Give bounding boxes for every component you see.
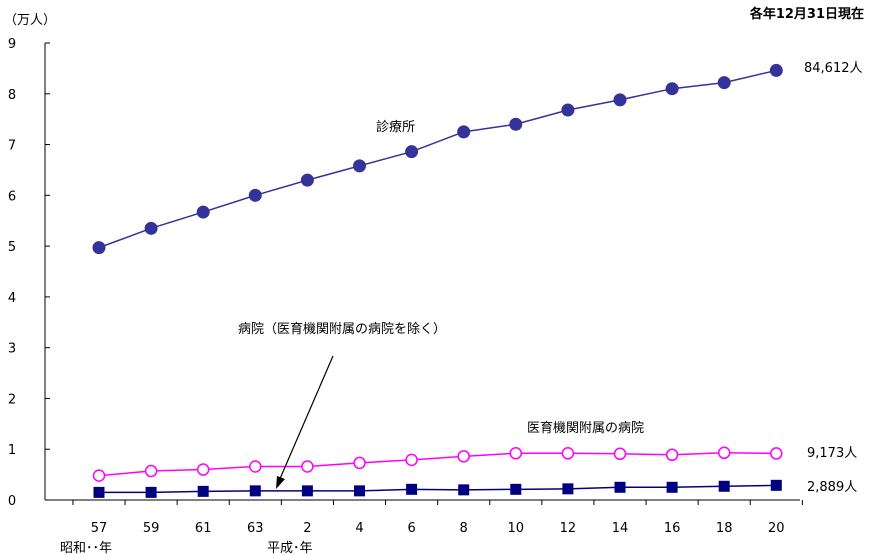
- x-label-showa: 昭和･･年: [60, 541, 112, 555]
- series-0: [92, 63, 783, 255]
- x-tick-label: 20: [768, 521, 785, 536]
- data-point: [353, 159, 366, 173]
- annotation-arrow-line: [278, 355, 334, 482]
- data-point: [92, 469, 106, 482]
- annotation-arrow-head: [276, 476, 285, 489]
- series-layer: [92, 63, 783, 498]
- date-note: 各年12月31日現在: [749, 6, 864, 22]
- data-point: [197, 485, 209, 497]
- data-point: [561, 447, 575, 460]
- data-point: [405, 453, 418, 467]
- y-tick-label: 4: [8, 291, 16, 306]
- y-tick-label: 1: [8, 443, 16, 458]
- data-point: [144, 221, 158, 235]
- x-tick-label: 59: [143, 521, 160, 536]
- data-point: [510, 483, 522, 495]
- y-unit-label: （万人）: [4, 13, 56, 28]
- end-label-medical-school-hospital: 9,173人: [807, 446, 857, 461]
- y-tick-label: 9: [8, 37, 16, 52]
- x-tick-label: 12: [560, 521, 577, 536]
- data-point: [249, 460, 262, 473]
- data-point: [249, 485, 261, 497]
- data-point: [248, 188, 262, 202]
- data-point: [457, 450, 470, 463]
- data-point: [665, 82, 679, 96]
- data-point: [561, 103, 575, 117]
- series-2: [93, 479, 782, 498]
- data-point: [613, 93, 627, 107]
- x-tick-label: 63: [247, 521, 264, 536]
- x-tick-label: 2: [303, 521, 311, 536]
- data-point: [196, 205, 210, 219]
- x-tick-label: 14: [612, 521, 629, 536]
- y-tick-label: 7: [8, 139, 16, 154]
- data-point: [405, 145, 419, 159]
- data-point: [300, 173, 314, 187]
- data-point: [666, 481, 678, 493]
- data-point: [196, 463, 210, 476]
- data-point: [353, 456, 366, 470]
- data-point: [354, 485, 365, 497]
- y-tick-label: 3: [8, 342, 16, 357]
- data-point: [718, 480, 730, 492]
- data-point: [93, 486, 105, 498]
- x-tick-label: 4: [355, 521, 363, 536]
- data-point: [301, 485, 313, 497]
- data-point: [509, 447, 523, 460]
- data-point: [406, 483, 418, 495]
- data-point: [614, 481, 626, 493]
- series-label-clinic: 診療所: [376, 119, 415, 135]
- y-tick-label: 5: [8, 240, 16, 255]
- series-line: [98, 69, 777, 249]
- data-point: [301, 460, 314, 473]
- y-tick-label: 2: [8, 392, 16, 407]
- data-point: [509, 117, 523, 131]
- x-label-heisei: 平成･年: [267, 541, 313, 555]
- x-tick-label: 61: [195, 521, 212, 536]
- data-point: [717, 76, 731, 90]
- data-point: [458, 484, 470, 496]
- data-point: [457, 125, 471, 139]
- x-tick-label: 6: [407, 521, 415, 536]
- data-point: [562, 483, 574, 495]
- data-point: [613, 447, 627, 461]
- data-point: [145, 486, 157, 498]
- series-line: [98, 452, 777, 477]
- x-axis-ticks: 57 59 61 63 2 4 6 8 10 12 14 16 18 20: [72, 500, 803, 536]
- series-line: [99, 484, 777, 494]
- end-label-hospital-excluding: 2,889人: [807, 480, 857, 495]
- data-point: [769, 63, 783, 77]
- y-tick-label: 0: [8, 494, 16, 509]
- y-tick-label: 6: [8, 189, 16, 204]
- series-label-medical-school-hospital: 医育機関附属の病院: [527, 420, 644, 436]
- series-1: [92, 446, 783, 482]
- y-tick-label: 8: [8, 88, 16, 103]
- data-point: [770, 447, 783, 460]
- series-label-hospital-excluding: 病院（医育機関附属の病院を除く）: [238, 321, 446, 337]
- x-tick-label: 18: [716, 521, 733, 536]
- data-point: [770, 479, 782, 491]
- data-point: [665, 448, 679, 462]
- y-axis-ticks: 0 1 2 3 4 5 6 7 8 9: [8, 37, 50, 509]
- x-tick-label: 57: [91, 521, 108, 536]
- data-point: [144, 464, 158, 478]
- x-tick-label: 8: [460, 521, 468, 536]
- end-label-clinic: 84,612人: [804, 61, 863, 76]
- data-point: [717, 446, 731, 460]
- x-tick-label: 16: [664, 521, 681, 536]
- data-point: [92, 241, 106, 255]
- x-tick-label: 10: [508, 521, 525, 536]
